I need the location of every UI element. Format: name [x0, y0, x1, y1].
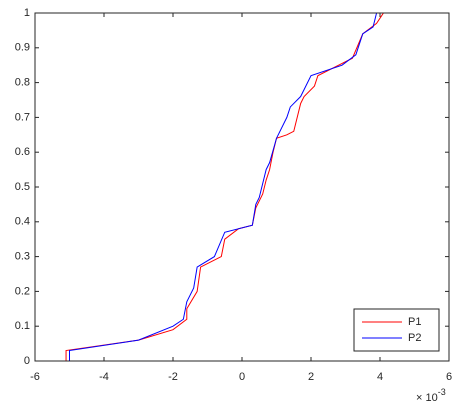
legend-label: P2: [408, 332, 421, 344]
x-tick-label: -2: [168, 371, 178, 383]
x-tick-label: -4: [99, 371, 109, 383]
y-tick-label: 0.1: [15, 320, 30, 332]
x-tick-label: 2: [308, 371, 314, 383]
x-tick-label: -6: [30, 371, 40, 383]
y-tick-label: 0.9: [15, 42, 30, 54]
y-tick-label: 0.3: [15, 251, 30, 263]
y-tick-label: 0.8: [15, 77, 30, 89]
legend-label: P1: [408, 316, 421, 328]
line: [69, 12, 378, 361]
x-tick-label: 4: [377, 371, 383, 383]
y-tick-label: 0.4: [15, 216, 30, 228]
y-tick-label: 0: [24, 355, 30, 367]
legend-box: [353, 308, 440, 352]
y-tick-label: 0.7: [15, 111, 30, 123]
x-scale-label: × 10-3: [416, 387, 446, 404]
line: [65, 12, 384, 361]
x-tick-label: 0: [239, 371, 245, 383]
axes-box: [34, 12, 450, 362]
y-tick-label: 1: [24, 7, 30, 19]
y-tick-label: 0.2: [15, 285, 30, 297]
y-tick-label: 0.5: [15, 181, 30, 193]
x-scale-base: × 10: [416, 392, 438, 404]
x-tick-label: 6: [446, 371, 452, 383]
y-tick-label: 0.6: [15, 146, 30, 158]
x-scale-exponent: -3: [438, 387, 446, 397]
